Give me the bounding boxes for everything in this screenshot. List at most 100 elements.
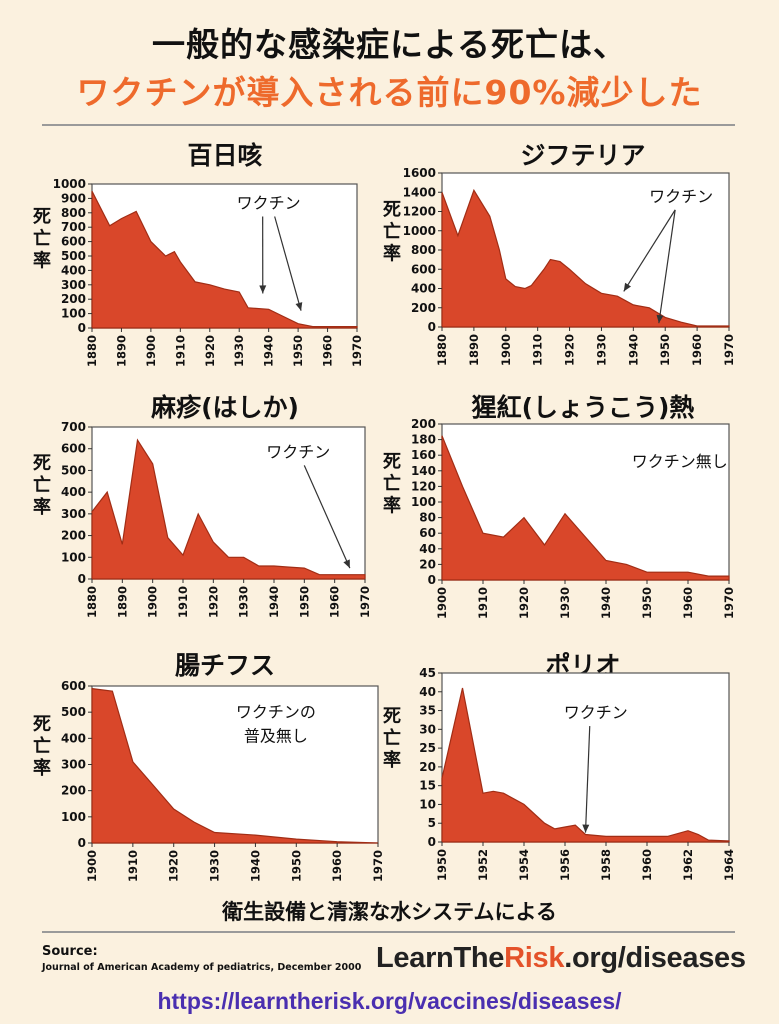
- brand-part-c: .org/diseases: [564, 942, 746, 974]
- brand-logo-text[interactable]: LearnTheRisk.org/diseases: [376, 942, 746, 975]
- y-tick-label: 0: [78, 572, 86, 586]
- y-axis-label-char: 死: [383, 452, 401, 473]
- chart-diphtheria: 0 200 400 600 800 1000 1200 1400 1600 1880 1890 190…: [383, 166, 736, 366]
- y-axis-label-char: 率: [33, 757, 51, 779]
- annotation-arrow: [584, 726, 591, 833]
- y-tick-label: 180: [411, 433, 436, 447]
- x-tick-label: 1930: [237, 586, 251, 618]
- bottom-divider: [42, 931, 735, 933]
- x-tick-label: 1930: [594, 334, 608, 366]
- x-tick-label: 1920: [167, 850, 181, 882]
- y-tick-label: 60: [419, 526, 436, 540]
- x-tick-label: 1900: [144, 335, 158, 367]
- y-tick-label: 200: [411, 301, 436, 315]
- y-tick-label: 5: [428, 816, 436, 830]
- x-tick-label: 1880: [85, 586, 99, 618]
- x-tick-label: 1900: [435, 587, 449, 619]
- x-tick-label: 1900: [499, 334, 513, 366]
- y-axis-label-char: 率: [383, 495, 401, 517]
- annotation-label: ワクチン: [649, 187, 713, 206]
- y-tick-label: 100: [61, 810, 86, 824]
- chart-title-typhoid: 腸チフス: [174, 651, 275, 680]
- x-tick-label: 1880: [435, 334, 449, 366]
- arrow-head: [623, 282, 631, 292]
- arrow-head: [656, 314, 664, 324]
- x-tick-label: 1970: [358, 586, 372, 618]
- x-tick-label: 1960: [321, 335, 335, 367]
- y-axis-label-char: 死: [33, 714, 51, 735]
- y-tick-label: 40: [419, 542, 436, 556]
- y-tick-label: 400: [61, 731, 86, 745]
- y-axis-label-char: 死: [383, 706, 401, 727]
- arrow-head: [582, 824, 590, 833]
- y-tick-label: 300: [61, 278, 86, 292]
- x-tick-label: 1956: [558, 849, 572, 881]
- arrow-head: [259, 285, 267, 294]
- y-tick-label: 0: [78, 836, 86, 850]
- x-tick-label: 1890: [115, 586, 129, 618]
- arrow-head: [295, 302, 303, 311]
- y-tick-label: 100: [411, 495, 436, 509]
- x-tick-label: 1960: [330, 850, 344, 882]
- chart-measles: 0 100 200 300 400 500 600 700 1880 1890 1900 1910 19…: [33, 420, 372, 618]
- x-tick-label: 1920: [203, 335, 217, 367]
- y-tick-label: 800: [61, 206, 86, 220]
- y-axis-label-char: 率: [33, 496, 51, 518]
- y-tick-label: 500: [61, 249, 86, 263]
- y-tick-label: 15: [419, 779, 436, 793]
- x-tick-label: 1920: [517, 587, 531, 619]
- y-tick-label: 20: [419, 557, 436, 571]
- x-tick-label: 1970: [722, 334, 736, 366]
- y-tick-label: 1400: [403, 185, 436, 199]
- y-tick-label: 200: [61, 292, 86, 306]
- x-tick-label: 1960: [640, 849, 654, 881]
- y-axis-label-char: 亡: [33, 735, 51, 757]
- area-series: [91, 190, 358, 329]
- source-text: Journal of American Academy of pediatric…: [42, 962, 362, 973]
- x-tick-label: 1950: [658, 334, 672, 366]
- area-series: [441, 188, 730, 328]
- source-url-link[interactable]: https://learntherisk.org/vaccines/diseas…: [157, 988, 622, 1014]
- x-tick-label: 1910: [476, 587, 490, 619]
- y-tick-label: 700: [61, 420, 86, 434]
- y-axis-label-char: 亡: [383, 727, 401, 749]
- x-tick-label: 1940: [599, 587, 613, 619]
- annotation-label: 普及無し: [244, 726, 308, 745]
- y-tick-label: 0: [428, 320, 436, 334]
- brand-part-risk: Risk: [504, 942, 565, 974]
- chart-title-pertussis: 百日咳: [187, 141, 263, 170]
- annotation-label: ワクチンの: [236, 702, 316, 721]
- area-series: [441, 687, 730, 843]
- chart-title-measles: 麻疹(はしか): [151, 393, 299, 422]
- y-tick-label: 600: [61, 442, 86, 456]
- x-tick-label: 1960: [681, 587, 695, 619]
- y-tick-label: 0: [78, 321, 86, 335]
- y-tick-label: 400: [61, 263, 86, 277]
- y-tick-label: 200: [61, 529, 86, 543]
- y-tick-label: 400: [411, 282, 436, 296]
- annotation-arrow: [623, 209, 676, 292]
- x-tick-label: 1940: [626, 334, 640, 366]
- x-tick-label: 1910: [126, 850, 140, 882]
- y-tick-label: 200: [411, 417, 436, 431]
- y-tick-label: 1600: [403, 166, 436, 180]
- y-tick-label: 10: [419, 797, 436, 811]
- x-tick-label: 1890: [467, 334, 481, 366]
- y-tick-label: 300: [61, 507, 86, 521]
- x-tick-label: 1940: [267, 586, 281, 618]
- x-tick-label: 1950: [297, 586, 311, 618]
- y-axis-label-char: 率: [383, 749, 401, 771]
- headline-line2: ワクチンが導入される前に90%減少した: [76, 73, 703, 112]
- y-axis-label-char: 亡: [33, 474, 51, 496]
- x-tick-label: 1960: [690, 334, 704, 366]
- y-axis-label-char: 率: [33, 249, 51, 271]
- chart-title-scarlet-fever: 猩紅(しょうこう)熱: [471, 393, 695, 422]
- y-tick-label: 45: [419, 666, 436, 680]
- annotation-arrow: [303, 465, 351, 569]
- headline-line1: 一般的な感染症による死亡は、: [151, 25, 627, 64]
- y-tick-label: 40: [419, 685, 436, 699]
- x-tick-label: 1910: [531, 334, 545, 366]
- x-tick-label: 1910: [176, 586, 190, 618]
